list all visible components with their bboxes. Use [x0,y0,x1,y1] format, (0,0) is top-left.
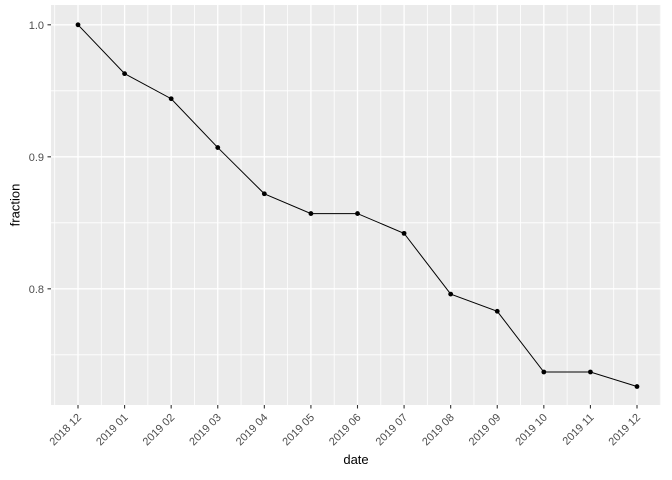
x-tick-label: 2019 01 [94,412,131,449]
data-point [494,308,500,314]
y-tick-label: 0.8 [29,284,44,296]
x-tick-label: 2018 12 [48,412,85,449]
data-point [261,191,267,197]
plot-panel [51,5,661,405]
data-point [75,22,81,28]
data-point [448,291,454,297]
x-tick-label: 2019 09 [467,412,504,449]
x-tick-label: 2019 11 [561,412,597,448]
data-point [588,369,593,375]
data-point [634,384,640,389]
x-tick-label: 2019 07 [374,412,411,449]
x-axis-title: date [343,452,369,467]
x-tick-label: 2019 05 [280,412,317,449]
x-tick-label: 2019 08 [420,412,457,449]
y-tick-label: 0.9 [29,152,44,164]
data-point [122,71,127,77]
data-point [308,211,314,216]
x-tick-label: 2019 06 [327,412,364,449]
x-tick-label: 2019 10 [513,412,550,449]
x-tick-label: 2019 04 [234,412,271,449]
y-axis-title: fraction [7,183,23,227]
x-tick-label: 2019 03 [187,412,224,449]
y-tick-label: 1.0 [29,20,44,32]
data-point [541,369,547,375]
x-tick-label: 2019 02 [141,412,178,449]
x-tick-label: 2019 12 [607,412,644,449]
data-point [355,211,360,216]
data-point [401,230,407,236]
data-point [168,96,174,102]
data-point [215,145,221,150]
